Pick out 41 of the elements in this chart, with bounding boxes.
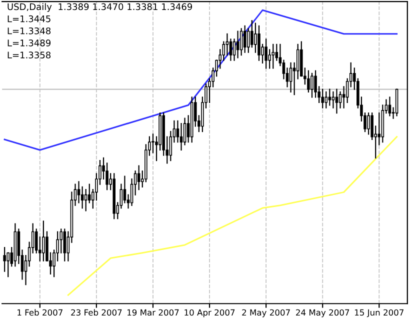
x-tick-label: 15 Jun 2007 xyxy=(354,309,404,318)
candlestick xyxy=(229,38,232,61)
candlestick xyxy=(332,91,335,108)
candlestick xyxy=(395,88,398,116)
candlestick xyxy=(3,247,6,272)
x-tick-label: 19 Mar 2007 xyxy=(127,309,179,316)
candlestick xyxy=(84,188,88,212)
candlestick xyxy=(88,184,91,204)
candlestick xyxy=(321,88,324,108)
candlestick xyxy=(335,88,338,114)
x-tick-label: 1 Feb 2007 xyxy=(18,309,62,316)
x-tick-label: 2 May 2007 xyxy=(242,309,290,318)
candlestick xyxy=(289,62,292,92)
candlestick xyxy=(226,33,229,56)
candlestick xyxy=(388,96,392,116)
x-tick-label: 10 Apr 2007 xyxy=(184,309,235,318)
candlestick xyxy=(307,70,310,92)
candlestick xyxy=(63,228,66,262)
candlestick xyxy=(180,123,183,151)
candlestick xyxy=(264,38,268,69)
candlestick xyxy=(258,25,260,61)
candlestick xyxy=(328,88,332,106)
annotation: L=1.3445 xyxy=(8,15,50,22)
candlestick xyxy=(272,44,275,69)
candlestick xyxy=(236,30,240,58)
annotation: L=1.3489 xyxy=(8,40,51,46)
annotation: L=1.3348 xyxy=(8,27,51,34)
candlestick xyxy=(378,112,381,146)
candlestick xyxy=(243,25,246,53)
candlestick xyxy=(137,165,140,190)
candlestick xyxy=(77,181,80,204)
candlestick xyxy=(324,91,328,108)
x-tick-label: 24 May 2007 xyxy=(296,309,350,318)
candlestick xyxy=(240,28,243,56)
annotation: L=1.3358 xyxy=(8,52,51,58)
candlestick xyxy=(310,72,314,98)
candlestick xyxy=(254,22,257,53)
candlestick xyxy=(367,112,370,135)
chart-title: USD,Daily 1.3389 1.3470 1.3381 1.3469 xyxy=(8,3,192,12)
candlestick xyxy=(42,220,45,262)
x-tick-label: 23 Feb 2007 xyxy=(71,309,122,316)
